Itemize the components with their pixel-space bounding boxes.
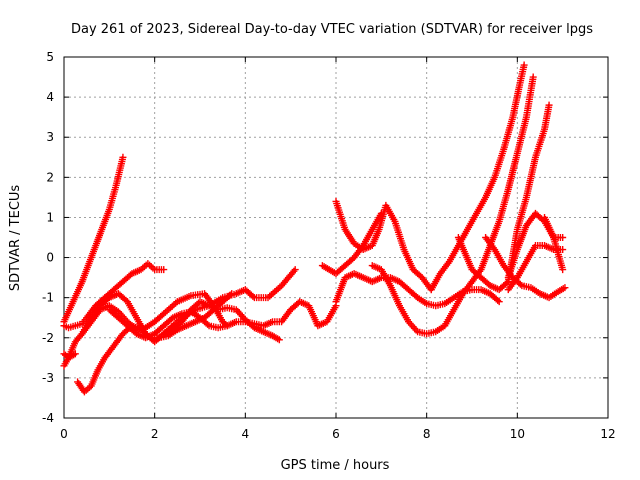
y-tick-label: 5 — [46, 50, 54, 64]
data-point — [516, 280, 524, 288]
data-points — [60, 61, 569, 396]
data-point — [119, 153, 127, 161]
data-point — [228, 290, 236, 298]
series-arc18 — [541, 213, 567, 274]
series-arc10 — [332, 197, 435, 294]
series-arc6 — [78, 290, 231, 338]
x-tick-label: 2 — [151, 427, 159, 441]
data-point — [559, 246, 567, 254]
x-tick-label: 12 — [600, 427, 615, 441]
y-axis-label: SDTVAR / TECUs — [8, 185, 23, 292]
data-point — [503, 279, 511, 287]
data-point — [291, 266, 299, 274]
series-arc8 — [160, 298, 283, 344]
data-point — [249, 292, 257, 300]
series-arc16 — [504, 209, 567, 282]
y-tick-label: -2 — [42, 331, 54, 345]
data-point — [495, 298, 503, 306]
series-arc4 — [60, 350, 79, 362]
chart-title: Day 261 of 2023, Sidereal Day-to-day VTE… — [71, 22, 593, 37]
data-point — [559, 234, 567, 241]
series-arc1 — [60, 153, 127, 326]
series-arc11 — [368, 73, 537, 338]
data-point — [290, 267, 298, 275]
y-tick-label: 3 — [46, 130, 54, 144]
plot-frame — [63, 56, 609, 419]
x-tick-label: 0 — [60, 427, 68, 441]
x-axis-label: GPS time / hours — [281, 458, 390, 473]
data-point — [561, 284, 569, 292]
y-tick-label: -4 — [42, 411, 54, 425]
y-tick-label: -3 — [42, 371, 54, 385]
data-point — [494, 296, 502, 304]
data-point — [545, 101, 553, 109]
series-arc12 — [332, 270, 503, 310]
y-tick-label: -1 — [42, 291, 54, 305]
data-point — [226, 291, 234, 299]
data-point — [559, 266, 567, 274]
data-point — [529, 73, 537, 81]
data-point — [204, 320, 212, 328]
x-tick-label: 8 — [423, 427, 431, 441]
x-tick-label: 6 — [332, 427, 340, 441]
data-point — [520, 61, 528, 69]
data-point — [275, 336, 283, 344]
x-tick-label: 10 — [510, 427, 525, 441]
data-point — [160, 266, 168, 274]
x-tick-label: 4 — [242, 427, 250, 441]
y-tick-label: 0 — [46, 251, 54, 265]
y-tick-label: 2 — [46, 170, 54, 184]
series-arc15 — [482, 234, 569, 302]
series-arc13 — [427, 61, 528, 294]
y-tick-label: 4 — [46, 90, 54, 104]
data-point — [71, 350, 79, 358]
y-tick-label: 1 — [46, 210, 54, 224]
